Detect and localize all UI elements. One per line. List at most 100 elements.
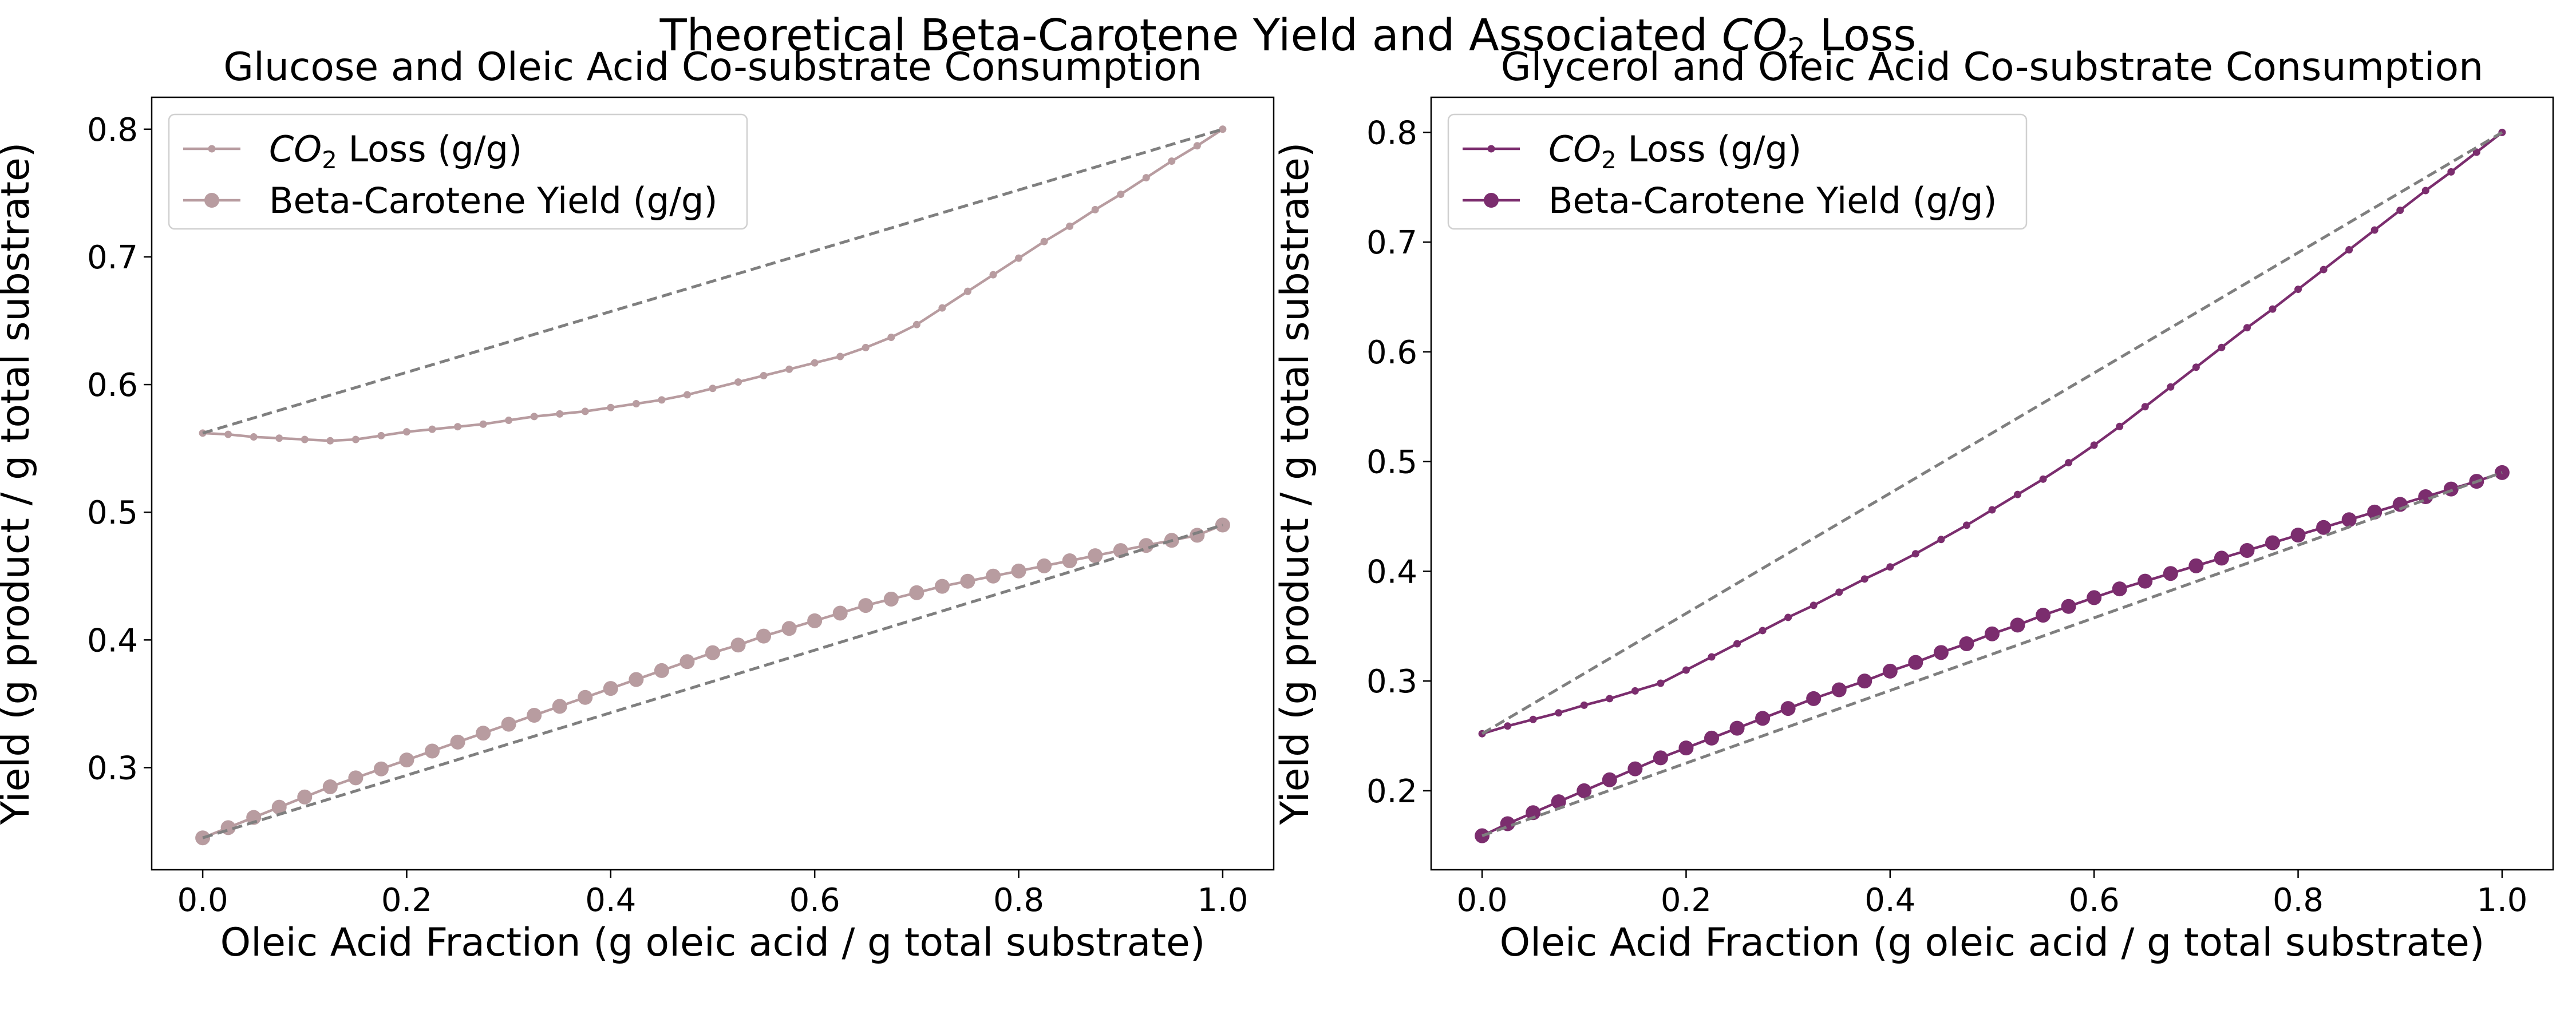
co2-point	[887, 334, 895, 342]
yield-point	[1780, 701, 1796, 716]
y-tick-label: 0.2	[1366, 773, 1417, 810]
co2-point	[760, 371, 768, 379]
co2-point	[479, 420, 487, 428]
co2-point	[581, 407, 589, 415]
yield-point	[1088, 548, 1103, 564]
co2-point	[1606, 695, 1614, 703]
co2-point	[2192, 363, 2200, 371]
co2-point	[1091, 205, 1099, 213]
legend-co2-label: CO2 Loss (g/g)	[269, 128, 522, 174]
co2-point	[607, 403, 615, 411]
legend-box	[1447, 113, 2028, 230]
x-tick-label: 1.0	[1197, 882, 1248, 919]
yield-point	[2214, 550, 2229, 566]
co2-point	[1962, 521, 1970, 529]
legend-yield-label: Beta-Carotene Yield (g/g)	[1548, 180, 1997, 221]
x-tick-label: 1.0	[2476, 882, 2527, 919]
co2-point	[989, 271, 997, 279]
co2-point	[2014, 490, 2022, 498]
co2-point	[454, 423, 462, 431]
co2-point	[301, 435, 309, 443]
co2-point	[402, 428, 410, 436]
y-tick-label: 0.8	[87, 112, 138, 149]
yield-point	[1062, 553, 1077, 568]
yield-point	[348, 770, 364, 786]
y-axis-label: Yield (g product / g total substrate)	[1273, 142, 1318, 826]
yield-point	[450, 734, 465, 750]
yield-point	[2494, 465, 2510, 480]
co2-point	[2396, 207, 2404, 215]
yield-point	[2087, 590, 2102, 605]
yield-point	[1190, 528, 1205, 543]
co2-point	[1835, 588, 1843, 596]
co2-point	[2345, 246, 2353, 254]
reference-line-dashed	[1481, 471, 2503, 837]
co2-point	[912, 320, 920, 328]
yield-point	[1806, 691, 1822, 706]
yield-point	[552, 699, 567, 714]
yield-point	[1526, 805, 1541, 821]
co2-point	[351, 435, 359, 443]
y-tick-label: 0.4	[87, 622, 138, 659]
co2-point	[658, 396, 666, 404]
x-tick-label: 0.0	[1457, 882, 1508, 919]
yield-point	[501, 716, 516, 732]
co2-point	[938, 304, 946, 312]
yield-point	[1577, 783, 1592, 798]
yield-point	[2341, 512, 2357, 528]
co2-point	[326, 437, 334, 445]
yield-point	[883, 591, 899, 607]
yield-point	[425, 743, 440, 759]
figure-title-text: Theoretical Beta-Carotene Yield and Asso…	[659, 10, 1708, 61]
co2-point	[1015, 254, 1023, 262]
yield-point	[476, 726, 491, 741]
yield-point	[1959, 636, 1974, 651]
co2-point	[1580, 701, 1588, 709]
yield-point	[2188, 558, 2204, 573]
yield-point	[527, 708, 542, 723]
co2-point	[2116, 422, 2124, 430]
x-tick-label: 0.6	[789, 882, 840, 919]
co2-point	[1529, 715, 1537, 723]
yield-point	[322, 779, 338, 794]
yield-point	[578, 690, 593, 705]
yield-point	[629, 672, 644, 687]
figure-title-co2: CO	[1722, 10, 1787, 61]
co2-point	[683, 391, 691, 399]
yield-point	[679, 654, 695, 670]
y-tick-label: 0.6	[1366, 334, 1417, 371]
co2-point	[275, 434, 283, 442]
co2-point	[2370, 226, 2379, 234]
figure-title: Theoretical Beta-Carotene Yield and Asso…	[659, 10, 1917, 65]
co2-point	[1504, 722, 1512, 730]
yield-point	[705, 645, 720, 660]
co2-point	[1911, 550, 1919, 558]
y-tick-label: 0.7	[87, 239, 138, 276]
co2-point	[1219, 125, 1227, 133]
yield-point	[297, 789, 313, 805]
yield-point	[603, 681, 618, 696]
x-tick-label: 0.6	[2069, 882, 2120, 919]
plot-frame	[1430, 96, 2554, 871]
co2-point	[1142, 174, 1150, 182]
yield-point	[1215, 517, 1230, 533]
chart-title: Glycerol and Oleic Acid Co-substrate Con…	[1501, 45, 2483, 90]
yield-point	[934, 579, 950, 594]
co2-point	[1784, 613, 1792, 621]
x-tick-label: 0.8	[993, 882, 1044, 919]
yield-point	[2265, 535, 2280, 550]
co2-point	[785, 365, 793, 373]
co2-point	[1168, 157, 1176, 165]
co2-point	[1117, 191, 1125, 199]
yield-point	[2061, 599, 2076, 614]
co2-point	[2141, 403, 2149, 411]
yield-point	[1011, 563, 1026, 579]
co2-point	[2090, 441, 2098, 449]
yield-point	[654, 663, 669, 678]
co2-point	[1708, 653, 1716, 661]
co2-point	[224, 430, 232, 438]
yield-point	[1602, 772, 1617, 787]
co2-point	[963, 287, 971, 295]
yield-point	[1831, 682, 1847, 698]
co2-point	[2294, 286, 2302, 294]
